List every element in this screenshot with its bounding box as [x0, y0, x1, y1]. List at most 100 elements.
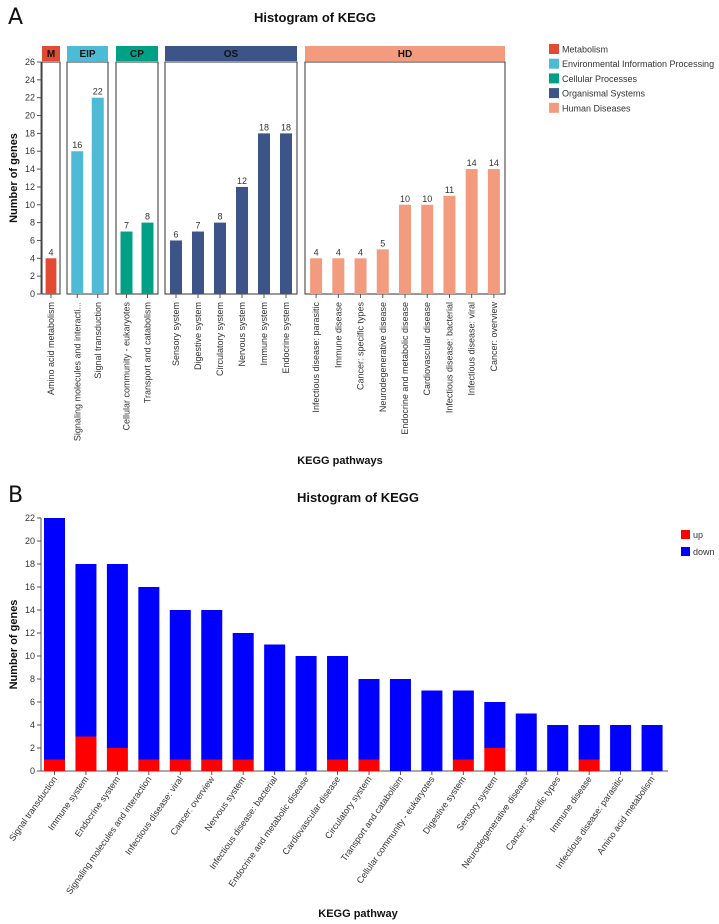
- x-axis-title-b: KEGG pathway: [318, 908, 398, 920]
- bar: [192, 231, 204, 294]
- data-label: 4: [48, 247, 53, 257]
- y-tick-label-a: 6: [30, 235, 35, 245]
- bar-down: [106, 564, 128, 748]
- bar-down: [484, 702, 506, 748]
- bar: [310, 258, 323, 294]
- bar-down: [641, 725, 663, 771]
- bar-up: [578, 759, 600, 771]
- facet-panel-eip: [66, 61, 109, 295]
- panel-letter-a: A: [8, 5, 23, 30]
- chart-a-title: Histogram of KEGG: [254, 10, 376, 25]
- y-axis-title-a: Number of genes: [8, 133, 20, 223]
- x-tick-label-a: Neurodegenerative disease: [378, 302, 388, 412]
- bar-up: [484, 748, 506, 771]
- y-tick-label-a: 10: [25, 200, 35, 210]
- facet-label-m: M: [47, 49, 55, 60]
- bar-down: [232, 633, 254, 760]
- bar-up: [75, 736, 97, 771]
- x-tick-label-a: Nervous system: [237, 302, 247, 367]
- x-tick-label-b: Cardiovascular disease: [280, 774, 342, 856]
- bar-up: [138, 759, 160, 771]
- x-tick-label-b: Amino acid metabolism: [595, 774, 657, 856]
- x-tick-label-a: Sensory system: [171, 302, 181, 366]
- legend-label-b: down: [693, 547, 715, 557]
- facet-strip-os: [165, 46, 297, 61]
- bar-down: [421, 690, 443, 771]
- facet-label-os: OS: [224, 49, 239, 60]
- x-tick-label-a: Signaling molecules and interacti...: [72, 302, 82, 441]
- facet-strip-cp: [116, 46, 158, 61]
- x-tick-label-a: Infectious disease: viral: [467, 302, 477, 396]
- y-tick-label-a: 2: [30, 271, 35, 281]
- data-label: 10: [422, 194, 432, 204]
- data-label: 18: [259, 122, 269, 132]
- facet-panel-os: [164, 61, 298, 295]
- y-tick-label-a: 16: [25, 146, 35, 156]
- bar: [214, 222, 226, 294]
- facet-strip-eip: [67, 46, 108, 61]
- bar-down: [578, 725, 600, 760]
- y-tick-label-a: 14: [25, 164, 35, 174]
- data-label: 12: [237, 176, 247, 186]
- y-tick-label-b: 16: [25, 582, 35, 592]
- bar: [236, 186, 248, 294]
- bar-up: [106, 748, 128, 771]
- bar: [399, 204, 411, 294]
- bar: [45, 258, 57, 294]
- x-axis-title-a: KEGG pathways: [297, 455, 383, 467]
- panel-letter-b: B: [8, 483, 23, 508]
- y-tick-label-b: 8: [30, 674, 35, 684]
- data-label: 6: [173, 229, 178, 239]
- bar: [354, 258, 367, 294]
- y-tick-label-b: 18: [25, 559, 35, 569]
- facet-strip-m: [42, 46, 60, 61]
- x-tick-label-a: Cancer: specific types: [356, 302, 366, 391]
- x-tick-label-a: Signal transduction: [93, 302, 103, 379]
- bar-up: [452, 759, 474, 771]
- data-label: 11: [445, 185, 454, 195]
- data-label: 22: [93, 87, 103, 97]
- bar: [280, 133, 292, 294]
- bar-down: [264, 644, 286, 771]
- legend-swatch-a: [549, 58, 559, 69]
- bar: [120, 231, 133, 294]
- bar-up: [232, 759, 254, 771]
- x-tick-label-a: Amino acid metabolism: [46, 302, 56, 395]
- chart-b-title: Histogram of KEGG: [297, 490, 419, 505]
- y-tick-label-a: 26: [25, 57, 35, 67]
- y-tick-label-b: 10: [25, 651, 35, 661]
- bar-down: [547, 725, 569, 771]
- y-tick-label-a: 4: [30, 253, 35, 263]
- y-tick-label-b: 22: [25, 513, 35, 523]
- y-tick-label-a: 0: [30, 289, 35, 299]
- legend-swatch-a: [549, 44, 559, 54]
- bar: [91, 97, 104, 294]
- legend-swatch-b: [681, 530, 690, 539]
- y-tick-label-b: 2: [30, 743, 35, 753]
- legend-label-a: Human Diseases: [562, 103, 631, 113]
- x-tick-label-a: Digestive system: [193, 302, 203, 370]
- data-label: 7: [124, 221, 129, 231]
- bar-down: [169, 610, 191, 760]
- facet-strip-hd: [305, 46, 505, 61]
- bar-down: [358, 679, 380, 760]
- facet-label-eip: EIP: [79, 49, 95, 60]
- y-tick-label-b: 0: [30, 766, 35, 776]
- data-label: 4: [358, 247, 363, 257]
- bar: [376, 249, 389, 294]
- data-label: 10: [400, 194, 410, 204]
- bar: [443, 195, 456, 294]
- y-tick-label-a: 8: [30, 218, 35, 228]
- x-tick-label-b: Cancer: specific types: [504, 774, 563, 852]
- legend-label-a: Environmental Information Processing: [562, 59, 714, 69]
- bar-down: [201, 610, 223, 760]
- data-label: 14: [489, 158, 499, 168]
- facet-label-hd: HD: [398, 49, 412, 60]
- y-tick-label-b: 20: [25, 536, 35, 546]
- legend-label-b: up: [693, 530, 703, 540]
- bar: [170, 240, 182, 294]
- bar: [487, 169, 500, 294]
- bar-up: [201, 759, 223, 771]
- x-tick-label-b: Signal transduction: [7, 774, 59, 842]
- y-tick-label-a: 22: [25, 93, 35, 103]
